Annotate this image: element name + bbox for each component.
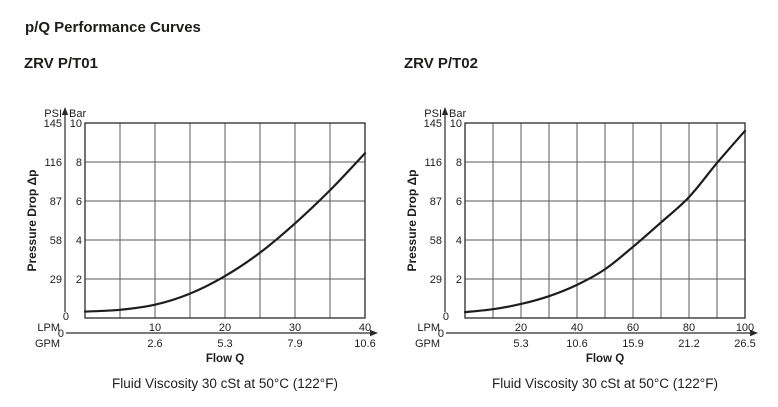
lpm-tick-label: 100 bbox=[736, 322, 754, 334]
bar-tick-label: 6 bbox=[76, 196, 82, 208]
bar-tick-label: 2 bbox=[456, 274, 462, 286]
performance-chart-zrv-pt02: PSI Bar 145 10 116 8 87 6 58 4 29 2 0 Pressure Drop Δ… bbox=[402, 105, 770, 397]
gpm-tick-label: 7.9 bbox=[287, 338, 302, 350]
x-axis-arrowhead bbox=[370, 329, 378, 337]
x-axis-origin-label: 0 bbox=[58, 328, 64, 340]
x-axis-title: Flow Q bbox=[586, 353, 624, 365]
pressure-drop-curve bbox=[83, 152, 367, 313]
page-title: p/Q Performance Curves bbox=[25, 19, 201, 36]
pressure-drop-curve bbox=[463, 129, 747, 314]
gpm-tick-label: 21.2 bbox=[678, 338, 699, 350]
bar-tick-label: 4 bbox=[456, 235, 462, 247]
psi-tick-label: 116 bbox=[424, 157, 442, 169]
psi-tick-label: 145 bbox=[44, 118, 62, 130]
x-axis-origin-label: 0 bbox=[438, 328, 444, 340]
gpm-tick-label: 5.3 bbox=[217, 338, 232, 350]
gpm-tick-label: 2.6 bbox=[147, 338, 162, 350]
x-axis-unit-gpm: GPM bbox=[415, 338, 440, 350]
y-axis-title: Pressure Drop Δp bbox=[25, 170, 39, 272]
chart-title-zrv-pt02: ZRV P/T02 bbox=[404, 55, 478, 72]
gpm-tick-label: 26.5 bbox=[734, 338, 755, 350]
psi-tick-label: 87 bbox=[50, 196, 62, 208]
lpm-tick-label: 10 bbox=[149, 322, 161, 334]
bar-tick-label: 8 bbox=[456, 157, 462, 169]
x-axis-arrowhead bbox=[750, 329, 758, 337]
y-axis-unit-psi: PSI bbox=[424, 108, 442, 120]
y-axis-origin-label: 0 bbox=[443, 311, 449, 323]
lpm-tick-label: 20 bbox=[219, 322, 231, 334]
performance-chart-zrv-pt01: PSI Bar 145 10 116 8 87 6 58 4 29 2 0 Pressure Drop Δ… bbox=[22, 105, 390, 397]
plot-border bbox=[464, 122, 746, 319]
y-axis-unit-psi: PSI bbox=[44, 108, 62, 120]
lpm-tick-label: 20 bbox=[515, 322, 527, 334]
psi-tick-label: 58 bbox=[430, 235, 442, 247]
chart-zrv-pt02: ZRV P/T02 PSI Bar 145 10 116 8 87 6 58 4 29 2 0 Press… bbox=[402, 55, 770, 400]
lpm-tick-label: 60 bbox=[627, 322, 639, 334]
gpm-tick-label: 10.6 bbox=[566, 338, 587, 350]
psi-tick-label: 145 bbox=[424, 118, 442, 130]
lpm-tick-label: 40 bbox=[359, 322, 371, 334]
bar-tick-label: 8 bbox=[76, 157, 82, 169]
chart-title-zrv-pt01: ZRV P/T01 bbox=[24, 55, 98, 72]
psi-tick-label: 87 bbox=[430, 196, 442, 208]
y-axis-arrowhead bbox=[61, 107, 69, 115]
chart-caption: Fluid Viscosity 30 cSt at 50°C (122°F) bbox=[112, 376, 338, 391]
gpm-tick-label: 10.6 bbox=[354, 338, 375, 350]
psi-tick-label: 29 bbox=[430, 274, 442, 286]
lpm-tick-label: 30 bbox=[289, 322, 301, 334]
y-axis-unit-bar: Bar bbox=[69, 108, 86, 120]
bar-tick-label: 2 bbox=[76, 274, 82, 286]
psi-tick-label: 58 bbox=[50, 235, 62, 247]
gpm-tick-label: 5.3 bbox=[513, 338, 528, 350]
chart-caption: Fluid Viscosity 30 cSt at 50°C (122°F) bbox=[492, 376, 718, 391]
bar-tick-label: 6 bbox=[456, 196, 462, 208]
x-axis-unit-lpm: LPM bbox=[417, 322, 440, 334]
psi-tick-label: 116 bbox=[44, 157, 62, 169]
x-axis-title: Flow Q bbox=[206, 353, 244, 365]
y-axis-origin-label: 0 bbox=[63, 311, 69, 323]
lpm-tick-label: 80 bbox=[683, 322, 695, 334]
bar-tick-label: 4 bbox=[76, 235, 82, 247]
y-axis-arrowhead bbox=[441, 107, 449, 115]
plot-border bbox=[84, 122, 366, 319]
x-axis-unit-gpm: GPM bbox=[35, 338, 60, 350]
gpm-tick-label: 15.9 bbox=[622, 338, 643, 350]
bar-tick-label: 10 bbox=[70, 118, 82, 130]
psi-tick-label: 29 bbox=[50, 274, 62, 286]
chart-zrv-pt01: ZRV P/T01 PSI Bar 145 10 116 8 87 6 58 4 29 2 0 Press… bbox=[22, 55, 390, 400]
lpm-tick-label: 40 bbox=[571, 322, 583, 334]
y-axis-unit-bar: Bar bbox=[449, 108, 466, 120]
y-axis-title: Pressure Drop Δp bbox=[405, 170, 419, 272]
x-axis-unit-lpm: LPM bbox=[37, 322, 60, 334]
bar-tick-label: 10 bbox=[450, 118, 462, 130]
